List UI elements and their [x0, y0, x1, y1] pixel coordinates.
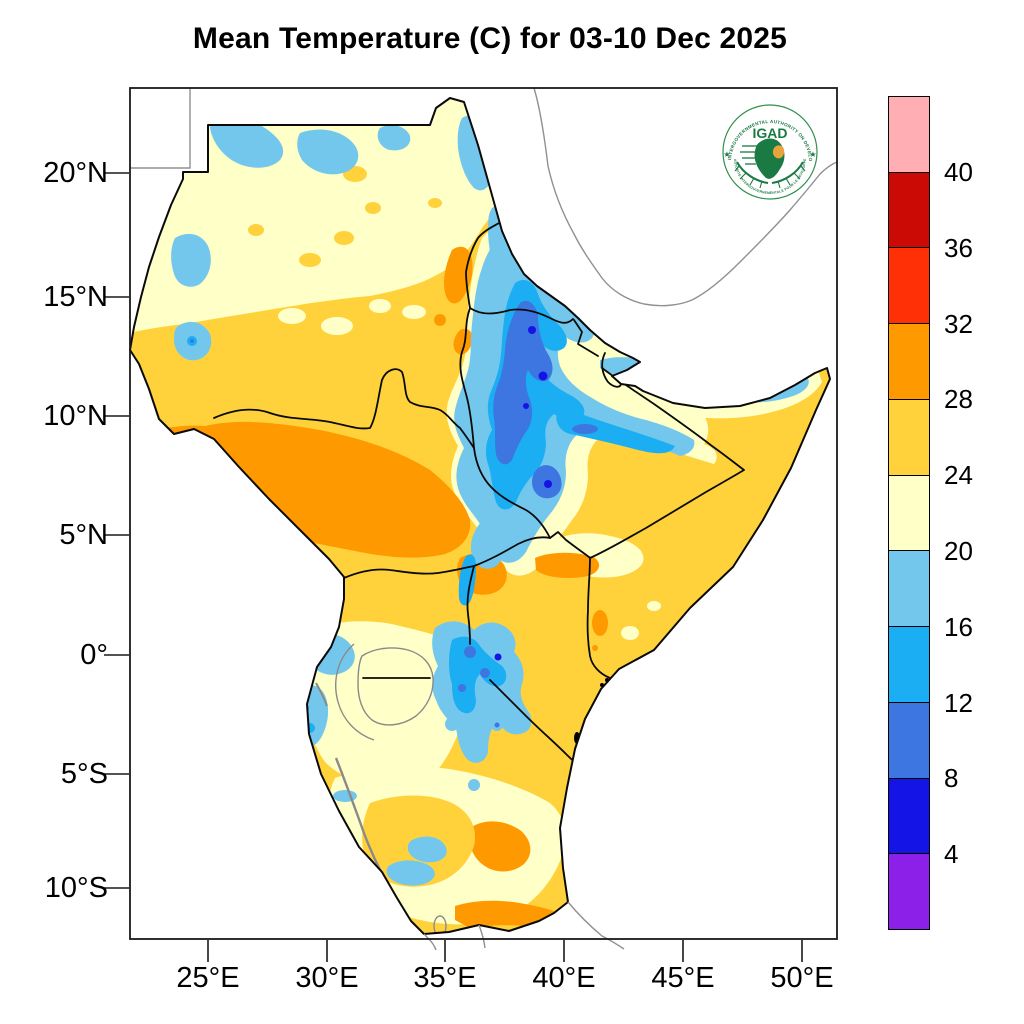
colorbar-cell-24-28: [889, 399, 929, 476]
lakes: [315, 643, 447, 934]
arabian-coastline: [533, 87, 838, 307]
colorbar-tick-16: 16: [944, 612, 973, 642]
igad-logo: INTERGOVERNMENTAL AUTHORITY ON DEVELOPME…: [722, 104, 818, 200]
colorbar-cell-36-40: [889, 172, 929, 249]
colorbar-cell-lt4: [889, 854, 929, 930]
y-axis-label-20n: 20°N: [43, 157, 108, 189]
igad-region-outline: [129, 97, 831, 935]
colorbar-cell-32-36: [889, 248, 929, 325]
plot-frame-and-ticks: [104, 87, 838, 962]
map-plot-area: [129, 87, 838, 951]
y-axis-ticks: [104, 172, 129, 889]
x-axis-label-30e: 30°E: [295, 962, 359, 994]
temperature-field: [130, 98, 830, 934]
fill-20-24-sudan-pocket3: [369, 299, 391, 313]
colorbar-cell-28-32: [889, 324, 929, 400]
colorbar-cell-gt40: [889, 97, 929, 173]
colorbar-tick-28: 28: [944, 384, 973, 414]
colorbar-tick-12: 12: [944, 688, 973, 718]
y-axis-label-5s: 5°S: [60, 758, 108, 790]
fill-24-28-north-spots: [248, 166, 442, 267]
fill-20-24-sudan-pocket2: [321, 317, 353, 335]
x-axis-label-40e: 40°E: [532, 962, 596, 994]
colorbar-tick-32: 32: [944, 309, 973, 339]
colorbar-tick-20: 20: [944, 536, 973, 566]
x-axis-label-35e: 35°E: [413, 962, 477, 994]
y-axis-label-5n: 5°N: [59, 519, 108, 551]
colorbar-tick-36: 36: [944, 233, 973, 263]
logo-laurel-wreath: [734, 161, 806, 189]
lake-victoria-basin: [335, 643, 375, 741]
south-borders: [423, 924, 486, 951]
plot-frame: [129, 87, 838, 940]
fill-20-24-somalia-spot2: [647, 601, 661, 611]
y-axis-label-10s: 10°S: [44, 872, 108, 904]
fill-20-24-sudan-pocket4: [402, 305, 426, 319]
y-axis-label-10n: 10°N: [43, 400, 108, 432]
fill-20-24-somalia-spot: [621, 626, 639, 640]
logo-star-right: ★: [809, 150, 816, 159]
lake-albert: [315, 682, 328, 707]
colorbar-cell-8-12: [889, 702, 929, 779]
logo-acronym: IGAD: [753, 125, 788, 141]
country-borders: [213, 215, 745, 769]
southeast-coast-continuation: [567, 901, 625, 950]
egypt-libya-border: [130, 88, 191, 169]
colorbar-cell-12-16: [889, 627, 929, 703]
page-title: Mean Temperature (C) for 03-10 Dec 2025: [192, 22, 788, 55]
colorbar-cell-16-20: [889, 551, 929, 628]
x-axis-label-25e: 25°E: [176, 962, 240, 994]
colorbar-tick-8: 8: [944, 763, 959, 793]
logo-igad-region: [772, 145, 785, 159]
x-axis-ticks: [207, 940, 803, 962]
x-axis-label-45e: 45°E: [651, 962, 715, 994]
fill-4-8: [494, 326, 552, 661]
logo-africa-map: [740, 138, 785, 179]
lake-victoria-outline: [357, 647, 434, 726]
outside-coastlines: [130, 87, 838, 951]
lake-malawi-tip: [433, 915, 447, 934]
colorbar-tick-40: 40: [944, 157, 973, 187]
colorbar: [888, 96, 930, 930]
logo-star-left: ★: [723, 150, 730, 159]
colorbar-cell-20-24: [889, 475, 929, 552]
x-axis-label-50e: 50°E: [770, 962, 834, 994]
colorbar-tick-24: 24: [944, 460, 973, 490]
fill-20-24-sudan-pocket1: [278, 308, 306, 324]
y-axis-label-0: 0°: [80, 639, 108, 671]
y-axis-label-15n: 15°N: [43, 281, 108, 313]
colorbar-tick-4: 4: [944, 839, 959, 869]
fill-8-12: [190, 300, 598, 728]
colorbar-cell-4-8: [889, 778, 929, 855]
lake-tanganyika: [334, 757, 384, 875]
